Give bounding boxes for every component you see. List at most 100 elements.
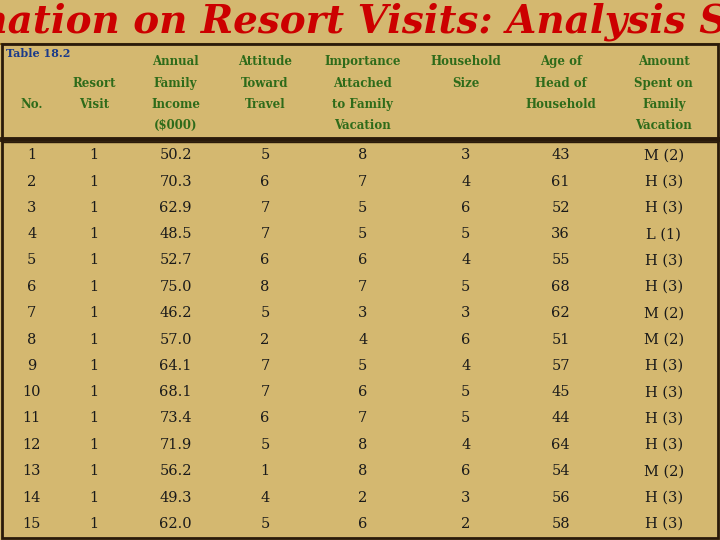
Text: 8: 8 bbox=[358, 438, 367, 452]
Text: 44: 44 bbox=[552, 411, 570, 426]
Text: Family: Family bbox=[642, 98, 685, 111]
Text: 7: 7 bbox=[358, 174, 367, 188]
Text: Spent on: Spent on bbox=[634, 77, 693, 90]
Text: 48.5: 48.5 bbox=[159, 227, 192, 241]
Text: 1: 1 bbox=[90, 174, 99, 188]
Text: Age of: Age of bbox=[539, 56, 582, 69]
Text: 4: 4 bbox=[461, 359, 470, 373]
Text: 6: 6 bbox=[358, 517, 367, 531]
Text: 1: 1 bbox=[90, 359, 99, 373]
Text: 8: 8 bbox=[261, 280, 270, 294]
Text: 71.9: 71.9 bbox=[159, 438, 192, 452]
Text: 1: 1 bbox=[90, 201, 99, 215]
Text: L (1): L (1) bbox=[647, 227, 681, 241]
Text: 6: 6 bbox=[461, 333, 470, 347]
Text: 3: 3 bbox=[461, 306, 470, 320]
Text: 62.0: 62.0 bbox=[159, 517, 192, 531]
Text: 5: 5 bbox=[358, 201, 367, 215]
Text: H (3): H (3) bbox=[644, 490, 683, 504]
Text: Travel: Travel bbox=[245, 98, 285, 111]
Text: 5: 5 bbox=[261, 306, 270, 320]
Text: H (3): H (3) bbox=[644, 280, 683, 294]
Text: Size: Size bbox=[452, 77, 480, 90]
Text: 6: 6 bbox=[461, 464, 470, 478]
Text: 1: 1 bbox=[90, 148, 99, 162]
Bar bbox=[0, 0, 720, 44]
Text: 61: 61 bbox=[552, 174, 570, 188]
Text: 9: 9 bbox=[27, 359, 37, 373]
Text: Importance: Importance bbox=[325, 56, 401, 69]
Text: Toward: Toward bbox=[241, 77, 289, 90]
Text: 52.7: 52.7 bbox=[159, 253, 192, 267]
Text: 55: 55 bbox=[552, 253, 570, 267]
Text: Vacation: Vacation bbox=[635, 119, 692, 132]
Text: 1: 1 bbox=[90, 411, 99, 426]
Text: 54: 54 bbox=[552, 464, 570, 478]
Text: H (3): H (3) bbox=[644, 359, 683, 373]
Text: 7: 7 bbox=[358, 411, 367, 426]
Text: 4: 4 bbox=[461, 253, 470, 267]
Text: 4: 4 bbox=[461, 174, 470, 188]
Text: M (2): M (2) bbox=[644, 148, 684, 162]
Text: Amount: Amount bbox=[638, 56, 690, 69]
Text: H (3): H (3) bbox=[644, 174, 683, 188]
Text: 52: 52 bbox=[552, 201, 570, 215]
Text: 7: 7 bbox=[261, 201, 270, 215]
Text: 6: 6 bbox=[261, 411, 270, 426]
Text: 3: 3 bbox=[27, 201, 37, 215]
Text: H (3): H (3) bbox=[644, 517, 683, 531]
Text: 5: 5 bbox=[461, 411, 470, 426]
Text: Attitude: Attitude bbox=[238, 56, 292, 69]
Text: 62: 62 bbox=[552, 306, 570, 320]
Text: 5: 5 bbox=[261, 438, 270, 452]
Text: 1: 1 bbox=[90, 490, 99, 504]
Text: 7: 7 bbox=[27, 306, 37, 320]
Text: 8: 8 bbox=[358, 464, 367, 478]
Text: 5: 5 bbox=[358, 359, 367, 373]
Text: 12: 12 bbox=[22, 438, 41, 452]
Text: M (2): M (2) bbox=[644, 306, 684, 320]
Text: 70.3: 70.3 bbox=[159, 174, 192, 188]
Text: to Family: to Family bbox=[332, 98, 393, 111]
Text: 7: 7 bbox=[261, 385, 270, 399]
Text: 5: 5 bbox=[461, 385, 470, 399]
Text: 5: 5 bbox=[461, 227, 470, 241]
Text: 57.0: 57.0 bbox=[159, 333, 192, 347]
Text: 75.0: 75.0 bbox=[159, 280, 192, 294]
Text: 14: 14 bbox=[22, 490, 41, 504]
Text: Household: Household bbox=[431, 56, 501, 69]
Text: 64: 64 bbox=[552, 438, 570, 452]
Text: 11: 11 bbox=[23, 411, 41, 426]
Text: 46.2: 46.2 bbox=[159, 306, 192, 320]
Text: 6: 6 bbox=[261, 174, 270, 188]
Text: 64.1: 64.1 bbox=[159, 359, 192, 373]
Text: Head of: Head of bbox=[535, 77, 587, 90]
Text: Vacation: Vacation bbox=[334, 119, 391, 132]
Text: 10: 10 bbox=[22, 385, 41, 399]
Text: 1: 1 bbox=[90, 438, 99, 452]
Text: Visit: Visit bbox=[79, 98, 109, 111]
Text: 6: 6 bbox=[261, 253, 270, 267]
Text: 15: 15 bbox=[22, 517, 41, 531]
Text: 68: 68 bbox=[552, 280, 570, 294]
Text: Information on Resort Visits: Analysis Sample: Information on Resort Visits: Analysis S… bbox=[0, 3, 720, 41]
Text: 4: 4 bbox=[27, 227, 37, 241]
Text: 6: 6 bbox=[358, 253, 367, 267]
Text: 4: 4 bbox=[358, 333, 367, 347]
Text: 6: 6 bbox=[27, 280, 37, 294]
Text: 1: 1 bbox=[90, 333, 99, 347]
Text: 36: 36 bbox=[552, 227, 570, 241]
Text: 5: 5 bbox=[261, 148, 270, 162]
Text: 43: 43 bbox=[552, 148, 570, 162]
Text: 50.2: 50.2 bbox=[159, 148, 192, 162]
Text: 1: 1 bbox=[90, 253, 99, 267]
Text: 4: 4 bbox=[261, 490, 270, 504]
Text: Table 18.2: Table 18.2 bbox=[6, 48, 71, 59]
Text: 56: 56 bbox=[552, 490, 570, 504]
Text: 7: 7 bbox=[358, 280, 367, 294]
Text: 2: 2 bbox=[261, 333, 270, 347]
Text: H (3): H (3) bbox=[644, 385, 683, 399]
Text: 3: 3 bbox=[461, 490, 470, 504]
Text: M (2): M (2) bbox=[644, 333, 684, 347]
Text: 5: 5 bbox=[358, 227, 367, 241]
